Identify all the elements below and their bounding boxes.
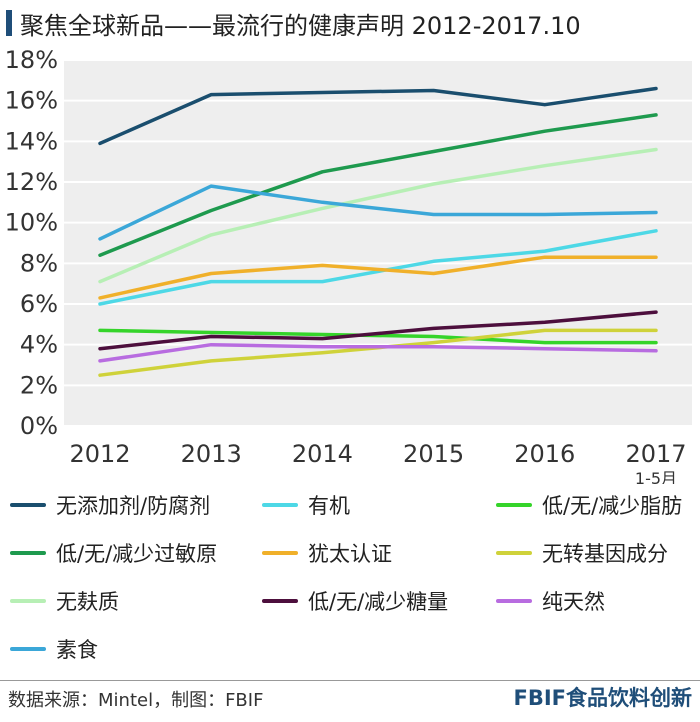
page-title: 聚焦全球新品——最流行的健康声明 2012-2017.10 — [20, 11, 581, 40]
series-line — [98, 328, 658, 345]
y-tick-label: 10% — [5, 209, 58, 237]
legend-label: 纯天然 — [542, 590, 605, 614]
legend-label: 无添加剂/防腐剂 — [56, 494, 211, 518]
legend-label: 素食 — [56, 638, 98, 662]
legend-item: 犹太认证 — [262, 538, 392, 568]
series-line — [98, 184, 658, 241]
y-tick-label: 14% — [5, 127, 58, 155]
x-tick-label: 2012 — [69, 440, 130, 468]
legend-swatch — [10, 647, 46, 651]
y-tick-label: 2% — [20, 371, 58, 399]
title-bar: 聚焦全球新品——最流行的健康声明 2012-2017.10 — [6, 6, 581, 40]
legend-swatch — [262, 551, 298, 555]
legend-item: 无转基因成分 — [496, 538, 668, 568]
y-tick-label: 12% — [5, 168, 58, 196]
legend-swatch — [10, 551, 46, 555]
footer-brand: FBIF食品饮料创新 — [513, 686, 692, 710]
legend-item: 无麸质 — [10, 586, 119, 616]
legend-item: 纯天然 — [496, 586, 605, 616]
legend-swatch — [262, 503, 298, 507]
legend-item: 有机 — [262, 490, 350, 520]
footer-divider — [0, 680, 700, 681]
legend-swatch — [496, 503, 532, 507]
legend-label: 低/无/减少糖量 — [308, 590, 449, 614]
line-chart: 0% 2% 4% 6% 8% 10% 12% 14% 16% 18% 2012 2013 2014 201… — [5, 46, 692, 484]
y-tick-label: 16% — [5, 87, 58, 115]
legend-item: 低/无/减少过敏原 — [10, 538, 217, 568]
x-tick-label: 2016 — [514, 440, 575, 468]
y-tick-label: 8% — [20, 249, 58, 277]
series-line — [98, 113, 658, 257]
legend-label: 无转基因成分 — [542, 542, 668, 566]
series-line — [98, 147, 658, 284]
series-line — [98, 310, 658, 351]
series-line — [98, 255, 658, 300]
y-tick-label: 0% — [20, 412, 58, 440]
legend-label: 无麸质 — [56, 590, 119, 614]
legend-swatch — [262, 599, 298, 603]
legend-swatch — [496, 599, 532, 603]
legend-label: 低/无/减少脂肪 — [542, 494, 683, 518]
legend-swatch — [10, 503, 46, 507]
x-tick-label: 2015 — [403, 440, 464, 468]
series-line — [98, 342, 658, 363]
x-tick-label: 2017 — [625, 440, 686, 468]
legend-item: 素食 — [10, 634, 98, 664]
legend-label: 有机 — [308, 494, 350, 518]
legend-swatch — [496, 551, 532, 555]
x-tick-sublabel: 1-5月 — [635, 469, 677, 484]
title-accent-bar — [6, 10, 12, 36]
legend-item: 低/无/减少脂肪 — [496, 490, 682, 520]
x-tick-label: 2013 — [181, 440, 242, 468]
legend-item: 低/无/减少糖量 — [262, 586, 448, 616]
legend-label: 低/无/减少过敏原 — [56, 542, 218, 566]
series-line — [98, 229, 658, 306]
legend-swatch — [10, 599, 46, 603]
legend-item: 无添加剂/防腐剂 — [10, 490, 210, 520]
x-tick-label: 2014 — [292, 440, 353, 468]
y-tick-label: 6% — [20, 290, 58, 318]
legend-label: 犹太认证 — [308, 542, 392, 566]
y-tick-label: 4% — [20, 331, 58, 359]
y-tick-label: 18% — [5, 46, 58, 74]
series-line — [98, 86, 658, 146]
footer-source: 数据来源：Mintel，制图：FBIF — [8, 690, 264, 711]
